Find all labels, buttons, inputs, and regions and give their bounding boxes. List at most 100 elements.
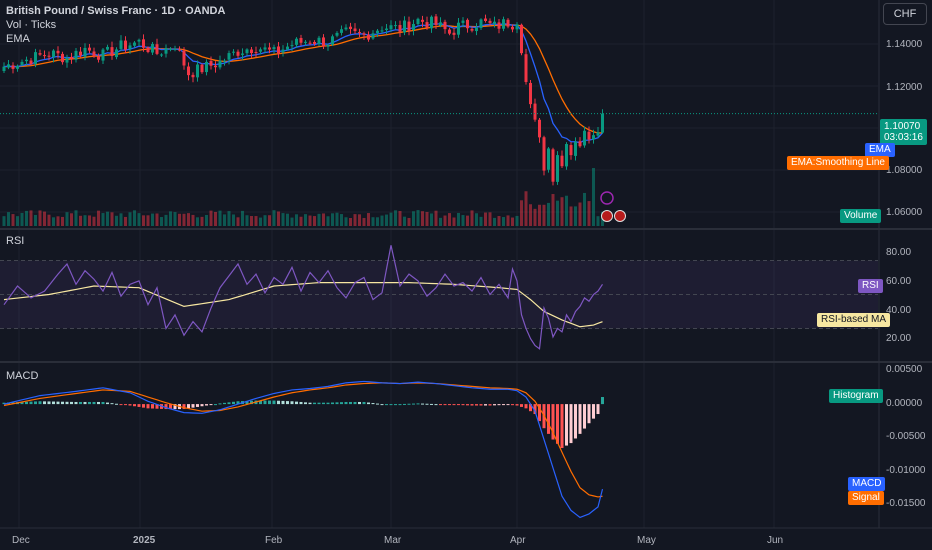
candle-body xyxy=(533,103,537,120)
histogram-tag: Histogram xyxy=(829,389,883,403)
candle-body xyxy=(115,49,118,58)
volume-bar xyxy=(358,214,361,226)
volume-bar xyxy=(362,217,366,226)
histogram-bar xyxy=(326,402,330,405)
candle-body xyxy=(254,52,258,54)
histogram-bar xyxy=(448,404,451,406)
histogram-bar xyxy=(119,404,123,406)
histogram-bar xyxy=(34,401,37,405)
volume-bar xyxy=(511,217,514,226)
ema-indicator-label[interactable]: EMA xyxy=(6,33,30,45)
volume-bar xyxy=(101,213,105,226)
histogram-bar xyxy=(25,401,28,405)
volume-bar xyxy=(146,215,150,226)
candle-body xyxy=(88,47,91,51)
candle-body xyxy=(124,40,127,50)
time-tick: Jun xyxy=(767,535,784,546)
candle-body xyxy=(268,47,271,50)
last-price-value: 1.10070 xyxy=(884,121,921,132)
volume-bar xyxy=(56,216,60,226)
candle-body xyxy=(47,55,51,57)
histogram-bar xyxy=(407,403,411,405)
volume-bar xyxy=(515,215,519,226)
volume-bar xyxy=(47,214,51,226)
volume-bar xyxy=(439,217,442,226)
candle-body xyxy=(223,60,226,62)
histogram-bar xyxy=(232,401,235,405)
candle-body xyxy=(430,16,433,29)
pane-divider[interactable] xyxy=(0,361,932,363)
histogram-bar xyxy=(493,404,496,406)
histogram-bar xyxy=(367,402,370,405)
histogram-bar xyxy=(83,401,87,405)
candle-body xyxy=(137,39,141,42)
volume-bar xyxy=(232,214,235,226)
pane-divider[interactable] xyxy=(0,228,932,230)
volume-tag: Volume xyxy=(840,209,882,223)
currency-button[interactable]: CHF xyxy=(883,3,927,25)
candle-body xyxy=(281,49,285,53)
histogram-bar xyxy=(155,404,159,409)
histogram-bar xyxy=(335,402,339,405)
candle-body xyxy=(542,137,546,171)
volume-bar xyxy=(299,216,303,226)
candle-body xyxy=(173,48,177,50)
volume-bar xyxy=(16,216,19,226)
candle-body xyxy=(389,25,393,30)
histogram-bar xyxy=(200,404,204,407)
candle-body xyxy=(259,49,262,52)
volume-bar xyxy=(538,204,541,226)
candle-body xyxy=(524,54,528,82)
symbol-title[interactable]: British Pound / Swiss Franc · 1D · OANDA xyxy=(6,5,226,17)
volume-bar xyxy=(286,213,289,226)
volume-bar xyxy=(214,211,217,226)
candle-body xyxy=(2,66,6,72)
volume-bar xyxy=(245,215,249,226)
candle-body xyxy=(97,56,100,60)
candle-body xyxy=(403,20,406,33)
histogram-bar xyxy=(124,404,127,406)
ema-price-tag: EMA xyxy=(865,143,895,157)
candle-body xyxy=(466,19,469,29)
histogram-bar xyxy=(524,404,528,409)
candle-body xyxy=(452,32,456,35)
candle-body xyxy=(209,61,213,66)
histogram-bar xyxy=(569,404,573,444)
histogram-bar xyxy=(533,404,537,415)
histogram-bar xyxy=(286,401,289,405)
volume-bar xyxy=(470,210,474,226)
candle-body xyxy=(38,53,42,55)
volume-bar xyxy=(277,211,280,226)
histogram-bar xyxy=(479,404,483,406)
volume-bar xyxy=(565,195,568,226)
price-tick: 1.14000 xyxy=(886,39,923,50)
rsi-pane-label[interactable]: RSI xyxy=(6,235,25,247)
candle-body xyxy=(25,59,28,62)
candle-body xyxy=(326,45,330,47)
volume-bar xyxy=(569,206,573,226)
volume-indicator-label[interactable]: Vol · Ticks xyxy=(6,19,57,31)
histogram-bar xyxy=(466,404,469,406)
histogram-bar xyxy=(394,404,397,406)
volume-bar xyxy=(434,210,438,226)
candle-body xyxy=(502,19,505,29)
histogram-bar xyxy=(358,401,361,405)
volume-bar xyxy=(421,211,424,226)
candle-body xyxy=(349,26,352,29)
uk-event-icon xyxy=(601,210,613,222)
histogram-bar xyxy=(349,401,352,405)
macd-pane-label[interactable]: MACD xyxy=(6,370,39,382)
volume-bar xyxy=(92,216,96,226)
histogram-bar xyxy=(547,404,550,434)
candle-body xyxy=(569,145,573,156)
candle-body xyxy=(448,29,451,34)
candle-body xyxy=(214,65,217,68)
volume-bar xyxy=(349,217,352,226)
volume-bar xyxy=(61,216,64,226)
histogram-bar xyxy=(587,404,591,424)
histogram-bar xyxy=(196,404,199,407)
histogram-bar xyxy=(70,401,73,405)
candle-body xyxy=(187,66,190,76)
histogram-bar xyxy=(506,404,510,406)
